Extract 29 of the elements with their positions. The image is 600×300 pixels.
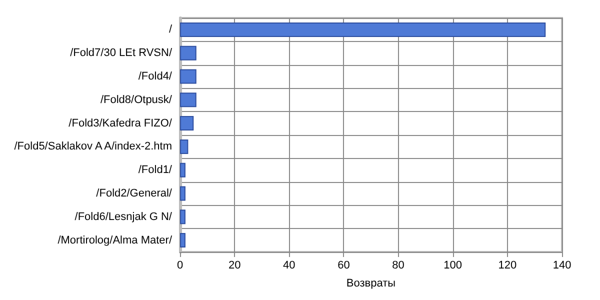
bar (180, 46, 196, 60)
x-tick-label: 0 (176, 260, 184, 272)
x-tick-label: 120 (498, 260, 517, 272)
y-tick-label: /Fold1/ (138, 164, 173, 176)
x-tick-label: 80 (392, 260, 404, 272)
y-tick-label: /Fold2/General/ (96, 188, 173, 200)
y-tick-label: /Mortirolog/Alma Mater/ (58, 234, 173, 246)
x-axis-title: Возвраты (346, 278, 396, 290)
y-tick-label: /Fold4/ (138, 70, 173, 82)
y-tick-label: /Fold8/Otpusk/ (100, 94, 173, 106)
x-tick-label: 40 (283, 260, 296, 272)
x-tick-label: 140 (552, 260, 572, 272)
bar (180, 186, 186, 201)
bar (180, 233, 186, 248)
bar (180, 22, 546, 37)
y-tick-label: /Fold3/Kafedra FIZO/ (68, 117, 173, 130)
bar (180, 139, 188, 154)
y-tick-label: /Fold7/30 LEt RVSN/ (70, 47, 173, 60)
x-tick-label: 100 (444, 260, 462, 272)
x-tick-label: 60 (338, 260, 350, 272)
bar (180, 69, 196, 84)
x-tick-label: 20 (228, 260, 241, 272)
bar (180, 162, 186, 178)
y-tick-label: /Fold6/Lesnjak G N/ (74, 210, 173, 223)
y-tick-label: / (168, 24, 173, 36)
bar (180, 210, 186, 224)
bar (180, 92, 196, 108)
y-tick-label: /Fold5/Saklakov A A/index-2.htm (14, 140, 172, 153)
bar (180, 116, 194, 131)
